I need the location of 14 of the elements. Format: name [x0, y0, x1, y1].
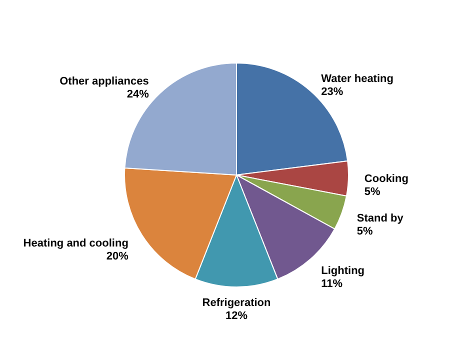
slice-label: Other appliances — [60, 76, 149, 88]
data-label: 24% — [126, 88, 150, 101]
slice-label: Water heating — [321, 72, 394, 85]
slice-label: Stand by — [356, 212, 404, 224]
slice-label: Cooking — [364, 173, 408, 186]
data-label: 23% — [321, 86, 344, 98]
data-label: 5% — [364, 186, 381, 198]
slice-label: Heating and cooling — [23, 238, 128, 250]
slice-label: Refrigeration — [202, 297, 271, 309]
data-label: 11% — [321, 278, 343, 290]
data-label: 12% — [225, 310, 248, 322]
slice-label: Lighting — [321, 265, 365, 278]
data-label: 20% — [106, 250, 129, 263]
data-label: 5% — [356, 225, 374, 238]
